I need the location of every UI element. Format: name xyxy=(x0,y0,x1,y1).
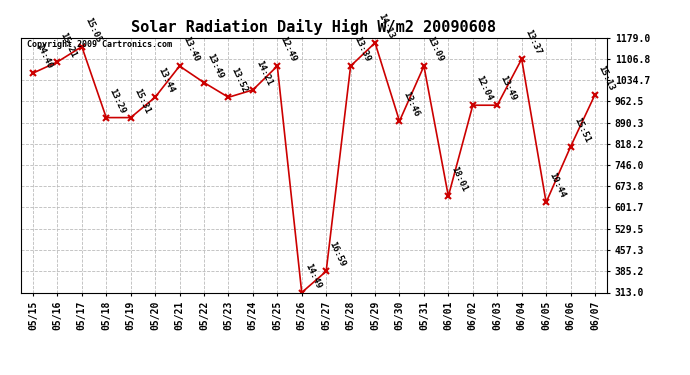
Text: 14:13: 14:13 xyxy=(377,12,396,40)
Text: 14:21: 14:21 xyxy=(254,59,274,87)
Text: 15:13: 15:13 xyxy=(596,64,616,92)
Text: 13:29: 13:29 xyxy=(108,87,127,115)
Text: 13:40: 13:40 xyxy=(181,35,201,63)
Text: 13:44: 13:44 xyxy=(157,66,176,94)
Text: 18:01: 18:01 xyxy=(450,165,469,194)
Title: Solar Radiation Daily High W/m2 20090608: Solar Radiation Daily High W/m2 20090608 xyxy=(132,19,496,35)
Text: 15:31: 15:31 xyxy=(132,87,152,115)
Text: 13:37: 13:37 xyxy=(523,28,542,56)
Text: 13:52: 13:52 xyxy=(230,66,249,94)
Text: 13:46: 13:46 xyxy=(401,90,420,118)
Text: 14:49: 14:49 xyxy=(303,261,323,290)
Text: 12:04: 12:04 xyxy=(474,74,494,102)
Text: 15:51: 15:51 xyxy=(572,116,591,144)
Text: Copyright 2009 Cartronics.com: Copyright 2009 Cartronics.com xyxy=(26,40,172,49)
Text: 13:49: 13:49 xyxy=(499,74,518,102)
Text: 13:09: 13:09 xyxy=(425,35,445,63)
Text: 13:39: 13:39 xyxy=(352,35,371,63)
Text: 14:40: 14:40 xyxy=(34,42,54,70)
Text: 10:44: 10:44 xyxy=(547,171,567,200)
Text: 15:21: 15:21 xyxy=(59,31,78,59)
Text: 13:49: 13:49 xyxy=(206,52,225,80)
Text: 16:59: 16:59 xyxy=(328,240,347,268)
Text: 15:05: 15:05 xyxy=(83,16,103,44)
Text: 12:49: 12:49 xyxy=(279,35,298,63)
